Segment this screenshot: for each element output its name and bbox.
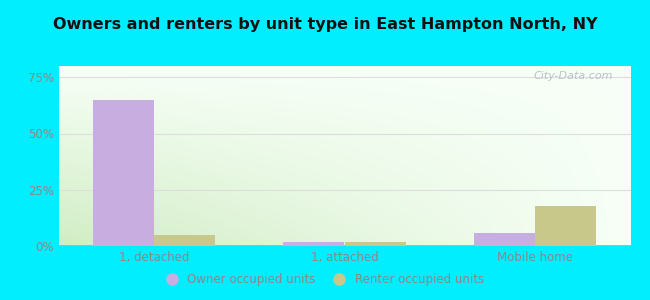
- Legend: Owner occupied units, Renter occupied units: Owner occupied units, Renter occupied un…: [161, 269, 489, 291]
- Bar: [474, 232, 535, 246]
- Bar: [154, 235, 215, 246]
- Bar: [283, 242, 344, 246]
- Bar: [535, 206, 596, 246]
- Text: City-Data.com: City-Data.com: [534, 71, 614, 81]
- Bar: [93, 100, 154, 246]
- Text: Owners and renters by unit type in East Hampton North, NY: Owners and renters by unit type in East …: [53, 16, 597, 32]
- Bar: [344, 242, 406, 246]
